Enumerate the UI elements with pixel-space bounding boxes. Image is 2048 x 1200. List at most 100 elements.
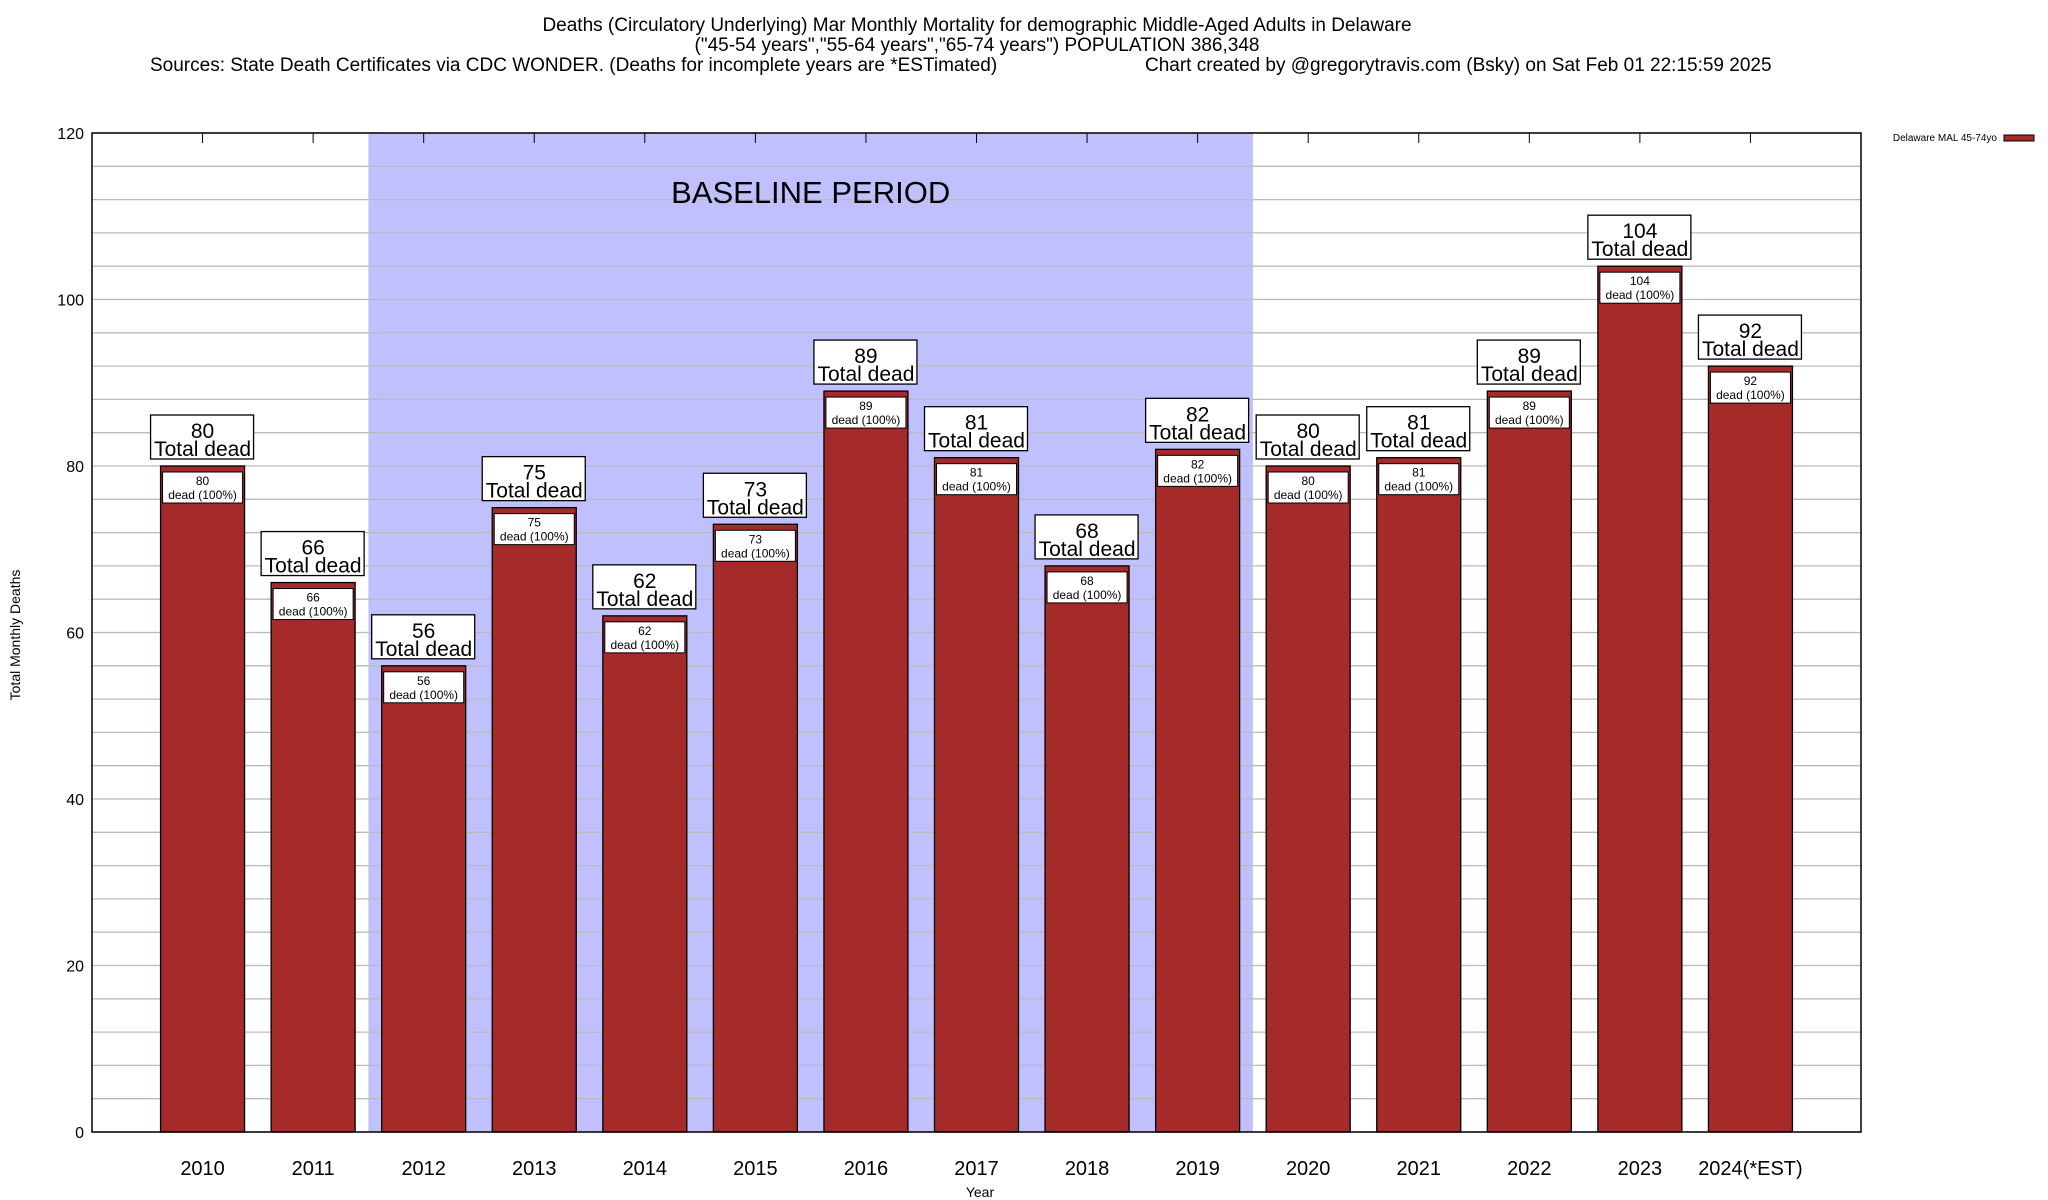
top-label-text: Total dead bbox=[707, 496, 804, 519]
inner-label-text: dead (100%) bbox=[832, 413, 901, 427]
top-label-value: 80 bbox=[1297, 420, 1320, 443]
top-label-value: 56 bbox=[412, 620, 435, 643]
bar-2022 bbox=[1486, 390, 1572, 1133]
inner-label-text: dead (100%) bbox=[389, 688, 458, 702]
inner-label-text: dead (100%) bbox=[1274, 488, 1343, 502]
inner-label-text: dead (100%) bbox=[1606, 288, 1675, 302]
x-tick-label: 2011 bbox=[292, 1158, 335, 1180]
bar-2018 bbox=[1044, 565, 1130, 1133]
top-label-value: 89 bbox=[1518, 345, 1541, 368]
x-tick-label: 2022 bbox=[1507, 1158, 1552, 1180]
top-label-box bbox=[1034, 514, 1139, 560]
inner-label-box bbox=[825, 396, 907, 429]
bar-2013 bbox=[491, 506, 577, 1133]
top-label-text: Total dead bbox=[1039, 538, 1136, 561]
top-label-value: 68 bbox=[1075, 520, 1098, 543]
top-label-value: 66 bbox=[301, 537, 324, 560]
x-tick-label: 2015 bbox=[733, 1158, 778, 1180]
top-label-box bbox=[260, 530, 365, 577]
top-label-box bbox=[1697, 314, 1803, 360]
bar-2024(*EST) bbox=[1707, 365, 1794, 1133]
inner-label-value: 104 bbox=[1630, 274, 1650, 288]
inner-label-box bbox=[1709, 371, 1791, 404]
top-label-value: 81 bbox=[965, 412, 988, 435]
x-tick-label: 2012 bbox=[401, 1158, 446, 1180]
top-label-value: 104 bbox=[1622, 220, 1657, 243]
chart-title-line-2: ("45-54 years","55-64 years","65-74 year… bbox=[695, 35, 1260, 56]
inner-label-value: 92 bbox=[1744, 374, 1758, 388]
top-label-text: Total dead bbox=[375, 638, 472, 661]
top-label-text: Total dead bbox=[1149, 421, 1246, 444]
chart-sources: Sources: State Death Certificates via CD… bbox=[150, 55, 997, 76]
y-axis-label: Total Monthly Deaths bbox=[7, 570, 23, 701]
inner-label-box bbox=[1488, 396, 1570, 429]
x-tick-label: 2017 bbox=[954, 1158, 999, 1180]
inner-label-text: dead (100%) bbox=[1384, 480, 1453, 494]
top-label-value: 81 bbox=[1407, 412, 1430, 435]
inner-label-box bbox=[1157, 454, 1239, 487]
bar-2019 bbox=[1154, 448, 1241, 1133]
top-label-box bbox=[481, 455, 586, 502]
top-label-value: 62 bbox=[633, 570, 656, 593]
inner-label-value: 68 bbox=[1080, 574, 1094, 588]
y-tick-label: 20 bbox=[66, 959, 84, 976]
top-label-value: 92 bbox=[1739, 320, 1762, 343]
top-label-text: Total dead bbox=[1370, 430, 1467, 453]
top-label-value: 80 bbox=[191, 420, 214, 443]
top-label-value: 82 bbox=[1186, 403, 1209, 426]
top-label-text: Total dead bbox=[1702, 338, 1799, 361]
top-label-text: Total dead bbox=[928, 430, 1025, 453]
bar-2015 bbox=[712, 523, 799, 1133]
x-axis-label: Year bbox=[966, 1184, 995, 1200]
top-label-box bbox=[1587, 214, 1692, 260]
top-label-value: 75 bbox=[523, 462, 546, 485]
x-tick-label: 2024(*EST) bbox=[1698, 1158, 1803, 1180]
inner-label-box bbox=[1267, 471, 1349, 504]
top-label-text: Total dead bbox=[265, 555, 362, 578]
inner-label-text: dead (100%) bbox=[721, 546, 790, 560]
x-tick-label: 2010 bbox=[180, 1158, 225, 1180]
inner-label-text: dead (100%) bbox=[1163, 471, 1232, 485]
bar-2017 bbox=[933, 457, 1020, 1133]
top-label-box bbox=[702, 472, 808, 518]
chart-title-line-1: Deaths (Circulatory Underlying) Mar Mont… bbox=[542, 15, 1411, 36]
inner-label-box bbox=[1378, 463, 1460, 496]
plot-frame bbox=[91, 132, 1862, 1133]
top-label-value: 73 bbox=[744, 478, 767, 501]
top-label-value: 89 bbox=[854, 345, 877, 368]
inner-label-text: dead (100%) bbox=[1716, 388, 1785, 402]
y-tick-label: 40 bbox=[66, 792, 84, 809]
bar-2020 bbox=[1265, 465, 1351, 1133]
inner-label-value: 73 bbox=[749, 532, 763, 546]
inner-label-value: 89 bbox=[859, 399, 873, 413]
y-tick-label: 120 bbox=[57, 126, 84, 143]
x-tick-label: 2021 bbox=[1397, 1158, 1442, 1180]
top-label-text: Total dead bbox=[817, 363, 914, 386]
inner-label-text: dead (100%) bbox=[279, 605, 348, 619]
top-label-text: Total dead bbox=[1260, 438, 1357, 461]
inner-label-value: 82 bbox=[1191, 457, 1205, 471]
top-label-box bbox=[813, 339, 918, 385]
inner-label-box bbox=[714, 529, 796, 562]
inner-label-box bbox=[1046, 571, 1128, 604]
inner-label-box bbox=[1599, 271, 1681, 304]
inner-label-box bbox=[604, 621, 686, 654]
top-label-box bbox=[592, 564, 697, 610]
inner-label-box bbox=[493, 513, 575, 546]
inner-label-text: dead (100%) bbox=[168, 488, 237, 502]
inner-label-box bbox=[383, 671, 465, 704]
top-label-box bbox=[1255, 414, 1360, 460]
inner-label-text: dead (100%) bbox=[942, 480, 1011, 494]
legend-label: Delaware MAL 45-74yo bbox=[1893, 133, 1998, 144]
inner-label-value: 56 bbox=[417, 674, 431, 688]
top-label-box bbox=[371, 614, 476, 660]
bar-2023 bbox=[1597, 265, 1683, 1133]
top-label-box bbox=[1144, 397, 1250, 444]
inner-label-value: 89 bbox=[1523, 399, 1537, 413]
x-tick-label: 2023 bbox=[1618, 1158, 1663, 1180]
inner-label-box bbox=[272, 588, 354, 621]
x-tick-label: 2014 bbox=[623, 1158, 668, 1180]
inner-label-text: dead (100%) bbox=[1053, 588, 1122, 602]
x-tick-label: 2018 bbox=[1065, 1158, 1110, 1180]
